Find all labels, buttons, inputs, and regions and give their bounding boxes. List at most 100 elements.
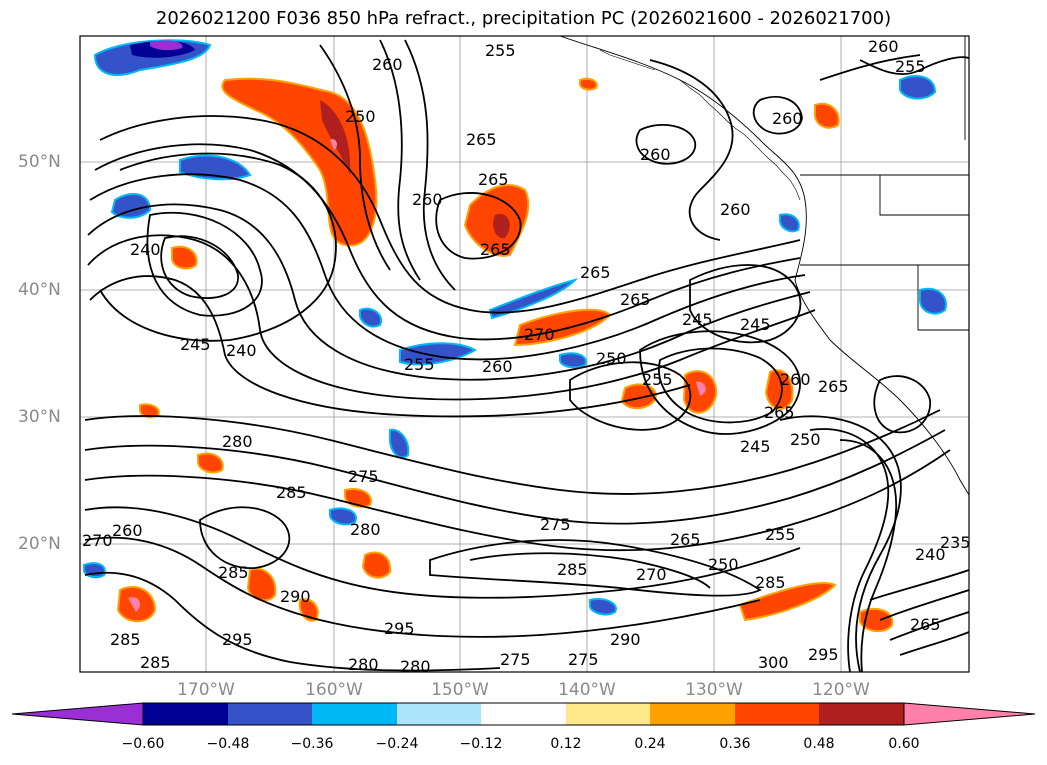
precip-patch: [171, 245, 198, 270]
contour-label: 275: [568, 650, 599, 669]
contour-label: 285: [755, 573, 786, 592]
precip-positive-shading: [116, 77, 894, 633]
contour-label: 255: [895, 57, 926, 76]
contour-labels: 255 260 255 260 250 265 265 260 260 260 …: [82, 37, 971, 676]
colorbar-tick-label: 0.60: [888, 736, 920, 752]
colorbar-segment: [819, 703, 904, 725]
precip-patch: [179, 154, 252, 181]
lat-label-50n: 50°N: [18, 152, 61, 172]
precip-patch: [359, 307, 383, 328]
contour-label: 260: [412, 190, 443, 209]
contour-label: 280: [348, 655, 379, 674]
contour-label: 280: [350, 520, 381, 539]
contour-label: 285: [276, 483, 307, 502]
contour-label: 265: [478, 170, 509, 189]
contour-label: 290: [610, 630, 641, 649]
colorbar-tick-label: 0.24: [634, 736, 666, 752]
contour-label: 270: [524, 325, 555, 344]
contour-label: 280: [400, 657, 431, 676]
precip-patch: [320, 100, 351, 175]
precip-patch: [589, 598, 617, 616]
map-title: 2026021200 F036 850 hPa refract., precip…: [155, 8, 892, 29]
contour-label: 280: [222, 432, 253, 451]
contour-label: 275: [540, 515, 571, 534]
lat-label-40n: 40°N: [18, 280, 61, 300]
colorbar-frame: [142, 702, 905, 726]
contour-label: 295: [384, 619, 415, 638]
contour-label: 260: [112, 521, 143, 540]
colorbar-tick-label: −0.36: [290, 736, 334, 752]
contour-label: 255: [765, 525, 796, 544]
contour-label: 265: [466, 130, 497, 149]
contour-label: 275: [500, 650, 531, 669]
contour-label: 260: [720, 200, 751, 219]
contour-label: 260: [780, 370, 811, 389]
precip-patch: [620, 383, 657, 410]
precip-patch: [559, 352, 587, 369]
precip-patch: [493, 214, 510, 239]
colorbar-segment: [650, 703, 735, 725]
contour-label: 285: [110, 630, 141, 649]
contour-label: 285: [140, 653, 171, 672]
colorbar-tick-label: −0.48: [206, 736, 250, 752]
lat-label-20n: 20°N: [18, 534, 61, 554]
contour-label: 255: [404, 355, 435, 374]
colorbar-tick-label: −0.60: [121, 736, 165, 752]
contour-label: 265: [670, 530, 701, 549]
precip-patch: [361, 551, 392, 579]
contour-label: 245: [682, 310, 713, 329]
contour-label: 260: [772, 109, 803, 128]
contour-label: 265: [620, 290, 651, 309]
precip-patch: [899, 75, 937, 100]
precip-patch: [696, 381, 706, 396]
coast-detail: [599, 49, 801, 201]
precip-patch: [399, 342, 478, 366]
colorbar-segment: [143, 703, 228, 725]
colorbar-low-extension: [11, 702, 144, 726]
contour-label: 240: [915, 545, 946, 564]
lon-label-140w: 140°W: [558, 680, 616, 700]
contour-label: 260: [372, 55, 403, 74]
map-frame: [79, 35, 970, 673]
colorbar-high-extension: [903, 702, 1036, 726]
precip-patch: [197, 452, 224, 474]
contour-label: 265: [580, 263, 611, 282]
contour-label: 265: [818, 377, 849, 396]
lon-label-170w: 170°W: [177, 680, 235, 700]
contour-label: 240: [130, 240, 161, 259]
lon-label-130w: 130°W: [685, 680, 743, 700]
colorbar-tick-label: 0.36: [719, 736, 751, 752]
colorbar-segment: [735, 703, 819, 725]
colorbar-tick-label: −0.12: [459, 736, 503, 752]
contour-label: 265: [480, 240, 511, 259]
precip-patch: [579, 77, 598, 91]
precip-patch: [246, 567, 277, 602]
precip-patch: [344, 488, 372, 508]
contour-label: 255: [485, 41, 516, 60]
contour-label: 285: [557, 560, 588, 579]
precip-patch: [330, 139, 337, 150]
contour-label: 260: [482, 357, 513, 376]
gridlines: [80, 36, 969, 672]
colorbar-tick-label: −0.24: [375, 736, 419, 752]
lat-label-30n: 30°N: [18, 407, 61, 427]
precip-patch: [139, 403, 160, 419]
contour-label: 240: [226, 341, 257, 360]
precip-patch: [150, 40, 183, 51]
precip-patch: [110, 193, 152, 219]
contour-label: 295: [808, 645, 839, 664]
contour-label: 260: [640, 145, 671, 164]
contour-label: 245: [740, 315, 771, 334]
precip-patch: [738, 581, 837, 622]
colorbar-segment: [228, 703, 312, 725]
colorbar-segment: [566, 703, 650, 725]
contour-label: 250: [596, 349, 627, 368]
colorbar-segment: [312, 703, 397, 725]
contour-label: 250: [708, 555, 739, 574]
precip-patch: [814, 102, 840, 129]
contour-label: 245: [180, 335, 211, 354]
precip-negative-shading: [83, 39, 947, 616]
contour-label: 290: [280, 587, 311, 606]
contour-label: 265: [910, 615, 941, 634]
